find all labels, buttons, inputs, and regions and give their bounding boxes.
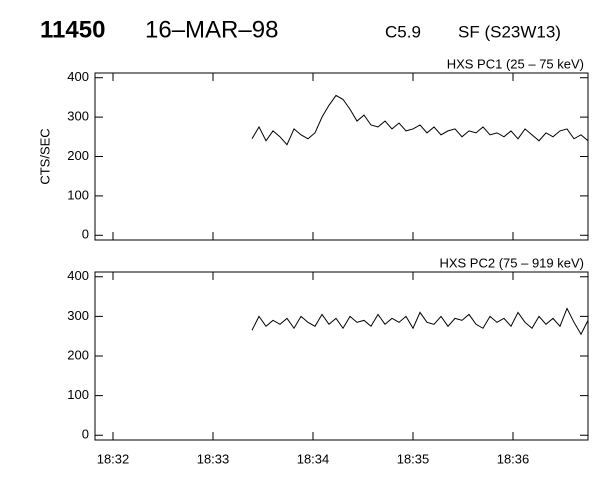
x-tick-label: 18:32 — [97, 451, 130, 466]
y-tick-label: 400 — [67, 69, 89, 84]
y-tick-label: 200 — [67, 347, 89, 362]
plot-frame — [94, 271, 589, 441]
date: 16–MAR–98 — [145, 16, 278, 43]
y-tick-label: 0 — [82, 427, 89, 442]
series-label: HXS PC2 (75 – 919 keV) — [439, 255, 584, 270]
y-tick-label: 100 — [67, 387, 89, 402]
flare-class: C5.9 — [385, 22, 421, 41]
series-label: HXS PC1 (25 – 75 keV) — [447, 56, 584, 71]
x-tick-label: 18:33 — [197, 451, 230, 466]
region-id: 11450 — [40, 16, 105, 43]
y-tick-label: 300 — [67, 308, 89, 323]
x-tick-label: 18:34 — [297, 451, 330, 466]
y-tick-label: 100 — [67, 187, 89, 202]
x-tick-label: 18:36 — [497, 451, 530, 466]
x-tick-label: 18:35 — [397, 451, 430, 466]
y-tick-label: 400 — [67, 268, 89, 283]
data-line — [251, 307, 589, 336]
y-tick-label: 300 — [67, 109, 89, 124]
y-axis-label: CTS/SEC — [37, 128, 52, 184]
y-tick-label: 200 — [67, 148, 89, 163]
data-line — [251, 94, 589, 146]
flare-location: SF (S23W13) — [458, 22, 561, 41]
y-tick-label: 0 — [82, 227, 89, 242]
